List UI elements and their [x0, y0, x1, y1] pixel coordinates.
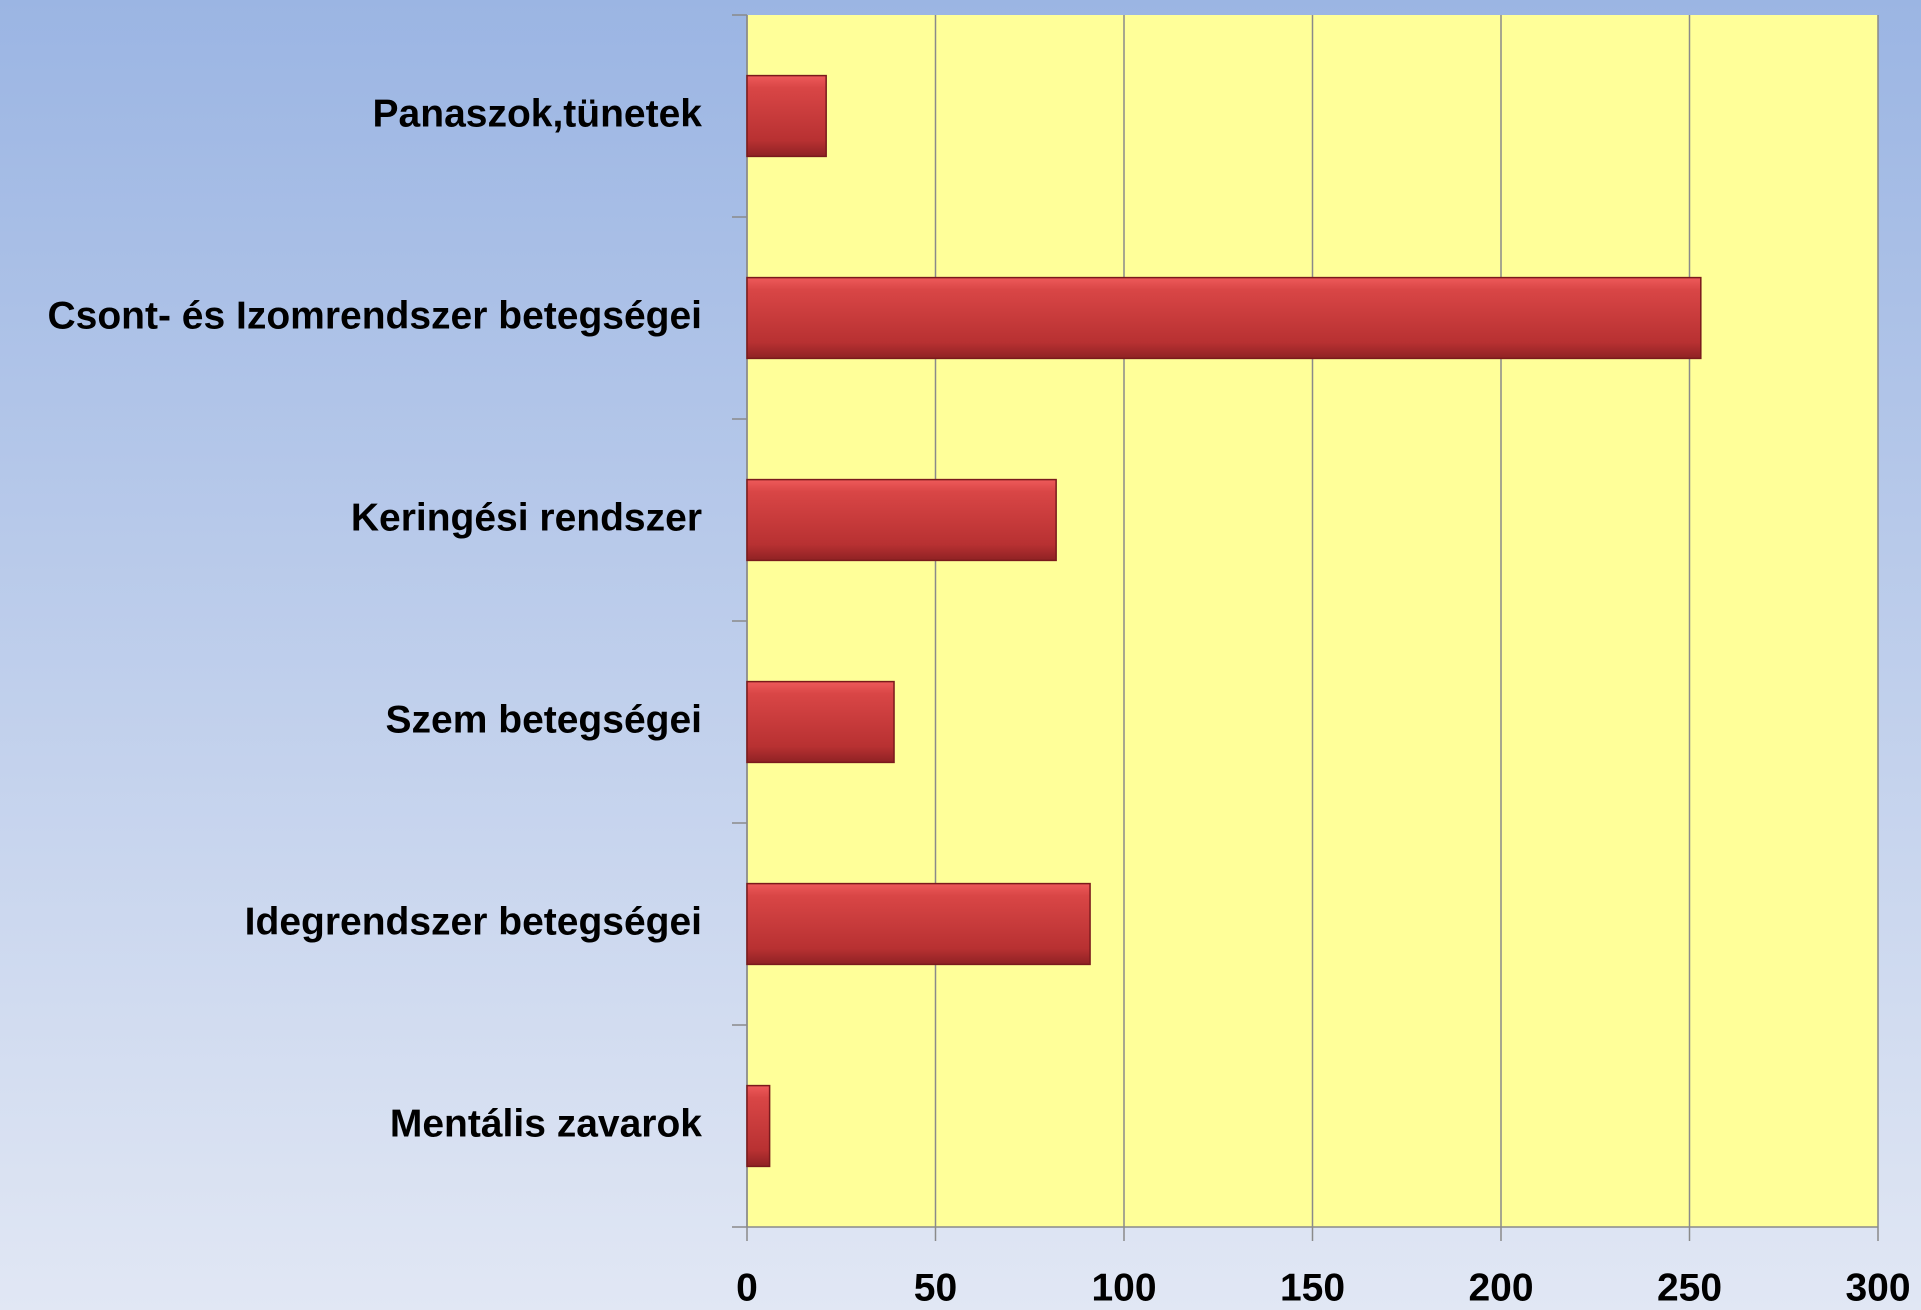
bar [746, 74, 827, 158]
bar [746, 882, 1091, 966]
x-tick-label: 200 [1468, 1266, 1533, 1309]
y-tick-label: Szem betegségei [386, 698, 702, 741]
x-tick-label: 50 [914, 1266, 957, 1309]
y-tick-label: Panaszok,tünetek [373, 92, 703, 135]
bar [746, 680, 895, 764]
bar [746, 276, 1702, 360]
x-tick-label: 300 [1845, 1266, 1910, 1309]
x-tick-label: 150 [1280, 1266, 1345, 1309]
y-tick-label: Mentális zavarok [390, 1102, 702, 1145]
x-tick-label: 0 [736, 1266, 758, 1309]
y-tick-label: Csont- és Izomrendszer betegségei [47, 294, 702, 337]
x-tick-label: 100 [1091, 1266, 1156, 1309]
x-tick-label: 250 [1657, 1266, 1722, 1309]
y-tick-label: Idegrendszer betegségei [245, 900, 702, 943]
y-tick-label: Keringési rendszer [351, 496, 702, 539]
bar [746, 1084, 771, 1168]
bar [746, 478, 1057, 562]
